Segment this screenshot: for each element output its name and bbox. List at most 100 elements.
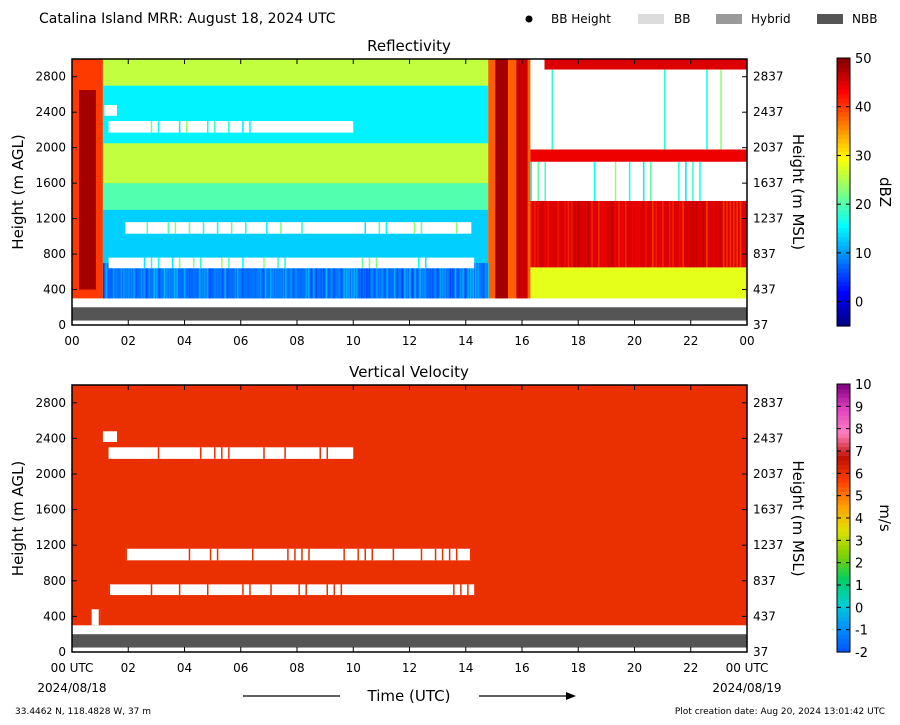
gap-edge-streak [188,222,191,234]
colorbar-segment [837,629,850,635]
texture-streak [467,262,469,299]
texture-streak [310,262,312,299]
texture-streak [318,262,320,299]
gap-edge-streak [157,447,160,459]
gap-edge-streak [252,548,254,561]
gap-edge-streak [720,69,722,150]
texture-streak [618,200,620,268]
y-tick-label: 2000 [35,141,66,155]
texture-streak [547,200,549,268]
texture-streak [601,200,603,268]
texture-streak [560,200,563,268]
y-tick-label: 400 [43,283,66,297]
texture-streak [272,262,274,299]
colorbar-segment [837,433,850,439]
gap-edge-streak [417,257,420,269]
no-data-gap [108,447,354,459]
colorbar-tick-label: 9 [855,400,863,415]
gap-edge-streak [343,548,345,561]
colorbar-segment [837,598,850,604]
texture-streak [487,262,490,299]
y-axis-label: Height (m AGL) [9,134,27,249]
gap-edge-streak [699,161,701,201]
texture-streak [300,262,302,299]
colorbar-segment [837,589,850,595]
y-tick-label: 800 [43,247,66,261]
legend-label: BB Height [551,12,611,26]
texture-streak [432,262,434,299]
colorbar-segment [837,205,850,211]
texture-streak [655,200,657,268]
texture-streak [477,262,479,299]
colorbar-tick-label: 40 [855,101,872,116]
colorbar-segment [837,250,850,256]
colorbar-segment [837,133,850,139]
colorbar-segment [837,236,850,242]
colorbar-segment [837,473,850,479]
colorbar-tick-label: 20 [855,198,872,213]
texture-streak [178,262,181,299]
y-tick-label: 1200 [35,212,66,226]
texture-streak [345,262,348,299]
texture-streak [550,200,553,268]
texture-streak [259,262,262,299]
colorbar-segment [837,138,850,144]
texture-streak [171,262,173,299]
colorbar-segment [837,500,850,506]
gap-edge-streak [174,222,177,234]
gap-edge-streak [287,548,289,561]
texture-streak [247,262,249,299]
end-date: 2024/08/19 [712,681,781,695]
gap-edge-streak [207,121,209,133]
colorbar-segment [837,263,850,269]
x-tick-label: 16 [514,334,529,348]
gap-edge-streak [192,257,195,269]
colorbar-segment [837,294,850,300]
gap-edge-streak [228,121,230,133]
colorbar-segment [837,93,850,99]
gap-edge-streak [178,121,181,133]
texture-streak [320,262,323,299]
texture-streak [574,200,576,268]
y-right-tick-label: 837 [753,247,776,261]
colorbar-segment [837,504,850,510]
texture-streak [685,200,688,268]
colorbar-segment [837,129,850,135]
texture-streak [429,262,431,299]
colorbar-segment [837,464,850,470]
texture-streak [267,262,269,299]
colorbar-segment [837,281,850,287]
colorbar-segment [837,625,850,631]
gap-edge-streak [301,222,303,234]
colorbar-segment [837,544,850,550]
texture-streak [234,262,236,299]
reflectivity-panel: 00 02 04 06 08 10 12 14 16 18 20 22 0004008001200160… [9,58,807,348]
y-tick-label: 400 [43,609,66,623]
texture-streak [290,262,292,299]
texture-streak [315,262,317,299]
texture-streak [743,200,745,268]
texture-streak [469,262,472,299]
y-axis-label: Height (m AGL) [9,461,27,576]
texture-streak [158,262,161,299]
texture-streak [614,200,617,268]
texture-streak [567,200,570,268]
colorbar-segment [837,593,850,599]
no-data-gap [125,548,472,561]
heatmap-region [102,183,489,210]
texture-streak [277,262,279,299]
gap-edge-streak [146,222,149,234]
y-tick-label: 2800 [35,70,66,84]
legend-swatch-nbb [817,14,843,24]
colorbar-segment [837,165,850,171]
texture-streak [118,262,120,299]
velocity-colorbar: -2 -1 0 1 2 3 4 5 6 7 8 9 10 m/s [836,378,894,661]
gap-edge-streak [326,447,329,459]
colorbar-segment [837,620,850,626]
texture-streak [452,262,454,299]
texture-streak [624,200,627,268]
texture-streak [421,262,424,299]
gap-edge-streak [207,584,209,596]
colorbar-tick-label: -1 [855,624,868,639]
x-tick-label: 14 [458,661,473,675]
